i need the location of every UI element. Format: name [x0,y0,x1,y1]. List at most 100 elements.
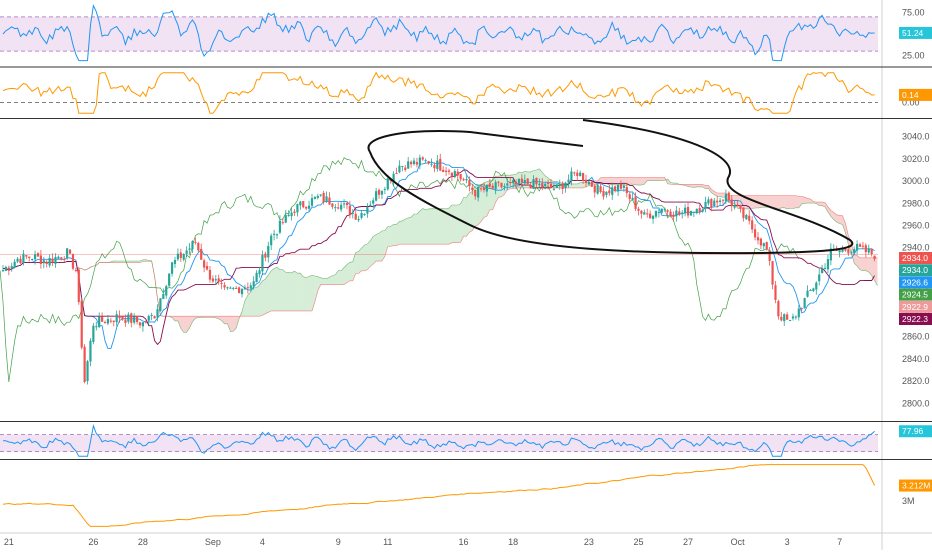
candle-body [669,212,671,217]
candle-body [570,171,572,181]
cloud-segment [653,178,656,181]
candle-body [366,207,368,213]
candle-body [643,212,645,214]
candle-body [84,347,86,382]
cloud-segment [265,275,268,314]
cloud-segment [262,279,265,315]
candle-body [355,214,357,220]
candle-body [139,322,141,325]
candle-body [372,200,374,203]
cloud-segment [405,218,408,244]
candle-body [197,243,199,250]
price-tick-label: 2800.0 [902,398,930,408]
candle-body [223,285,225,288]
cloud-segment [778,196,781,210]
candle-body [165,286,167,295]
cloud-segment [650,178,653,181]
candle-body [809,290,811,291]
candle-body [821,269,823,273]
candle-body [156,309,158,317]
candle-body [620,184,622,189]
candle-body [54,257,56,264]
volume-tick-label: 3M [902,496,915,506]
candle-body [384,189,386,190]
candle-body [474,190,476,197]
candle-body [86,361,88,381]
candle-body [253,281,255,286]
candle-body [183,254,185,260]
candle-body [340,205,342,210]
candle-body [180,252,182,258]
candle-body [168,274,170,286]
candle-body [119,316,121,319]
candle-body [774,285,776,300]
candle-body [133,317,135,323]
candle-body [191,241,193,249]
candle-body [489,184,491,187]
price-tick-label: 2960.0 [902,220,930,230]
candle-body [722,200,724,201]
candle-body [273,234,275,235]
cloud-segment [414,214,417,244]
candle-body [363,214,365,215]
cloud-segment [781,196,784,208]
candle-body [812,288,814,291]
candle-body [60,257,62,259]
candle-body [43,260,45,263]
candle-body [311,198,313,205]
price-label: 2926.6 [902,277,928,287]
candle-body [413,161,415,164]
cloud-segment [332,275,335,285]
candle-body [107,319,109,323]
x-tick-label: 18 [508,537,518,547]
price-label: 2934.0 [902,265,928,275]
candle-body [250,285,252,288]
candle-body [148,316,150,321]
candle-body [427,161,429,163]
cloud-segment [359,248,362,273]
candle-body [678,211,680,214]
candle-body [556,185,558,188]
candle-body [693,212,695,213]
cloud-segment [397,221,400,245]
candle-body [95,326,97,327]
candle-body [690,211,692,215]
candle-body [188,248,190,249]
candle-body [130,313,132,322]
candle-body [270,236,272,246]
candle-body [296,204,298,212]
candle-body [804,298,806,308]
candle-body [742,207,744,217]
candle-body [681,213,683,214]
candle-body [200,249,202,260]
cloud-segment [423,209,426,245]
candle-body [541,183,543,187]
candle-body [734,205,736,207]
candle-body [63,259,65,260]
cloud-segment [356,251,359,273]
candle-body [258,270,260,274]
candle-body [795,317,797,318]
cloud-segment [633,178,636,185]
candle-body [113,321,115,322]
candle-body [492,186,494,189]
price-tick-label: 2980.0 [902,198,930,208]
candle-body [378,190,380,195]
candle-body [442,170,444,172]
candle-body [777,301,779,316]
candle-body [500,183,502,187]
candle-body [174,260,176,264]
candle-body [177,254,179,260]
candle-body [69,250,71,254]
candle-body [544,184,546,186]
cloud-segment [175,316,178,321]
candle-body [462,179,464,180]
candle-body [594,186,596,193]
candle-body [98,316,100,327]
candle-body [212,279,214,282]
cloud-segment [770,196,773,208]
cloud-segment [580,182,583,187]
